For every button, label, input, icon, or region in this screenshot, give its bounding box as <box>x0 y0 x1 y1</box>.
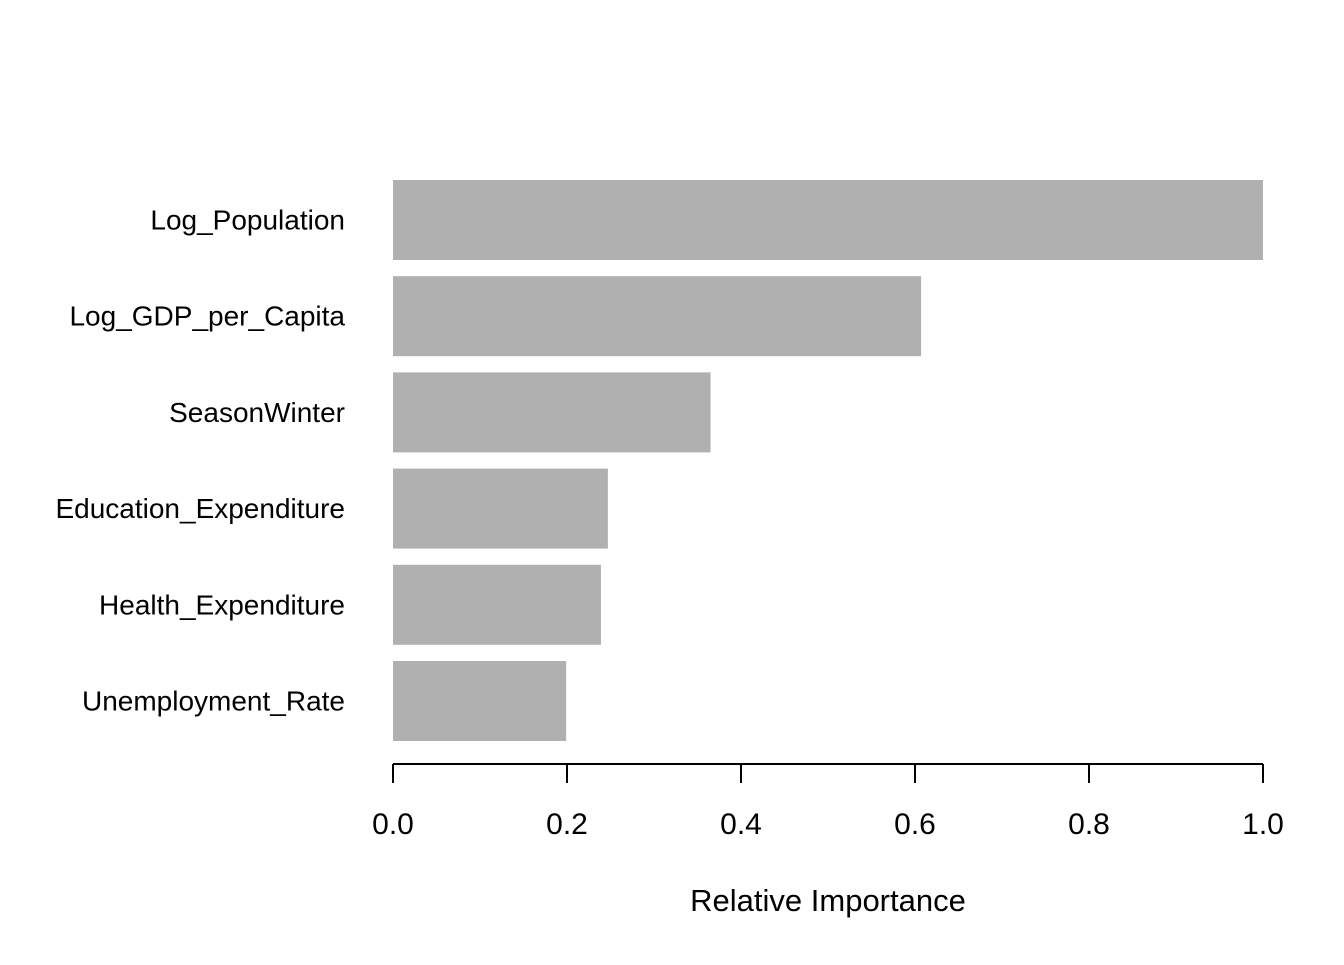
category-label-log-gdp-per-capita: Log_GDP_per_Capita <box>69 301 345 332</box>
bar-education-expenditure <box>393 468 608 549</box>
category-labels: Log_Population Log_GDP_per_Capita SeasonWi… <box>55 205 345 717</box>
x-tick-label-5: 1.0 <box>1242 808 1284 841</box>
x-tick-label-3: 0.6 <box>894 808 936 841</box>
bar-health-expenditure <box>393 564 601 645</box>
x-tick-label-1: 0.2 <box>546 808 588 841</box>
category-label-unemployment-rate: Unemployment_Rate <box>82 686 345 717</box>
bar-seasonwinter <box>393 372 711 453</box>
x-axis-title: Relative Importance <box>690 883 966 918</box>
x-axis: 0.0 0.2 0.4 0.6 0.8 1.0 <box>372 763 1284 841</box>
bar-log-population <box>393 180 1263 260</box>
category-label-seasonwinter: SeasonWinter <box>169 397 345 428</box>
category-label-education-expenditure: Education_Expenditure <box>55 493 345 524</box>
category-label-health-expenditure: Health_Expenditure <box>99 589 345 620</box>
category-label-log-population: Log_Population <box>150 205 345 236</box>
x-tick-label-0: 0.0 <box>372 808 414 841</box>
bar-log-gdp-per-capita <box>393 276 922 357</box>
bars-group <box>393 180 1263 741</box>
bar-unemployment-rate <box>393 661 567 741</box>
x-tick-label-4: 0.8 <box>1068 808 1110 841</box>
x-tick-label-2: 0.4 <box>720 808 762 841</box>
